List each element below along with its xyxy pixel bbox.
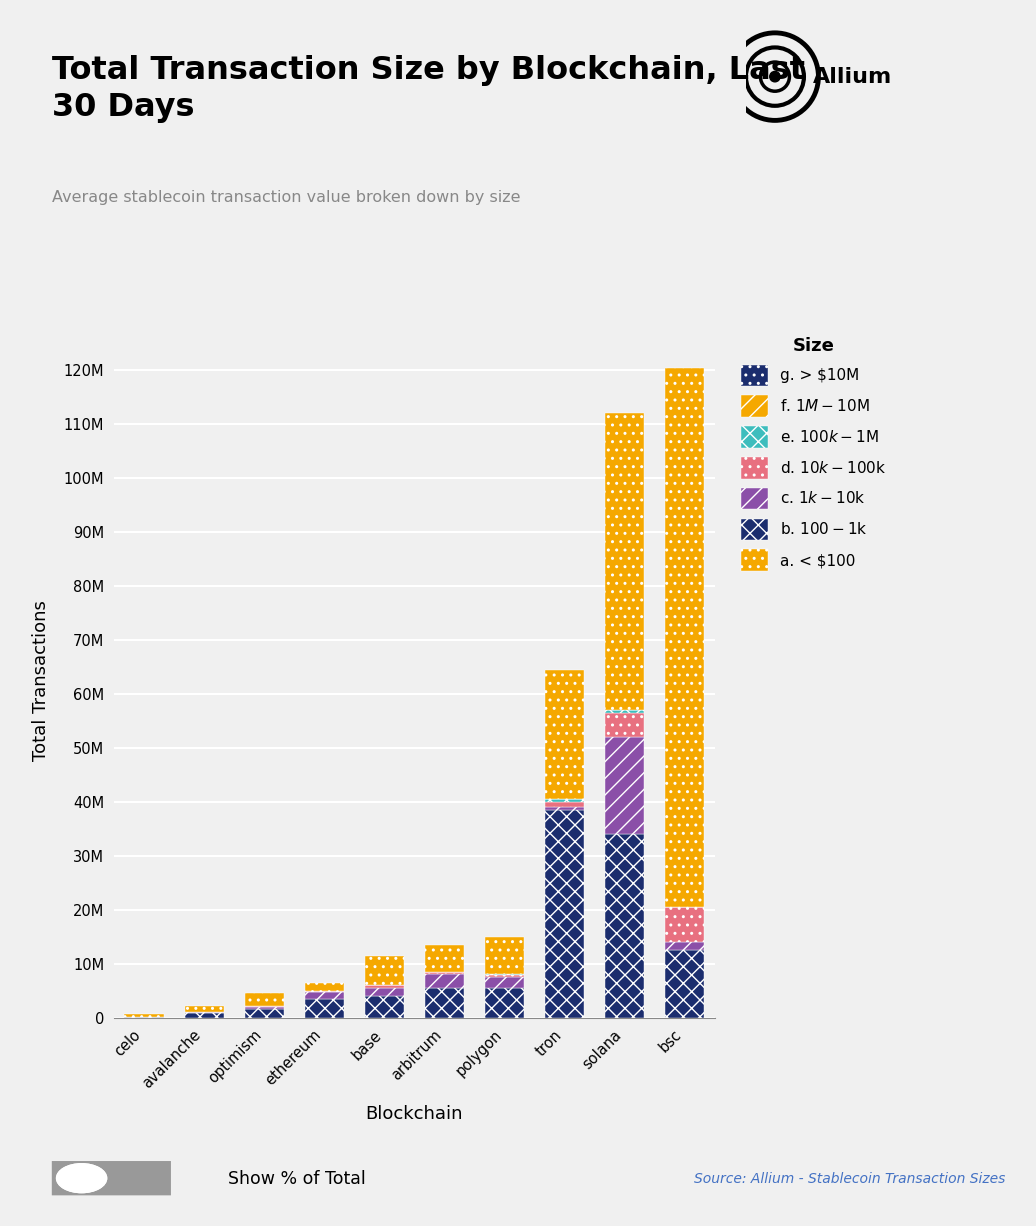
Text: Total Transaction Size by Blockchain, Last
30 Days: Total Transaction Size by Blockchain, La… <box>52 55 805 123</box>
Bar <box>425 975 464 988</box>
Bar <box>545 807 584 810</box>
Bar <box>665 368 704 907</box>
Bar <box>305 991 344 992</box>
Y-axis label: Total Transactions: Total Transactions <box>32 600 50 761</box>
Bar <box>605 712 644 737</box>
Text: Average stablecoin transaction value broken down by size: Average stablecoin transaction value bro… <box>52 190 520 205</box>
Bar <box>124 1014 164 1016</box>
Bar <box>485 975 524 977</box>
Legend: g. > $10M, f. $1M - $10M, e. $100k - $1M, d. $10k - $100k, c. $1k - $10k, b. $10: g. > $10M, f. $1M - $10M, e. $100k - $1M… <box>741 337 887 571</box>
Bar <box>244 1009 284 1018</box>
Bar <box>605 834 644 1018</box>
Bar <box>305 982 344 991</box>
Circle shape <box>57 1163 107 1193</box>
Bar <box>545 810 584 1018</box>
Text: Show % of Total: Show % of Total <box>228 1171 366 1188</box>
Bar <box>305 999 344 1018</box>
Text: Allium: Allium <box>813 66 892 87</box>
Circle shape <box>770 71 780 82</box>
Bar <box>365 986 404 988</box>
Bar <box>545 799 584 802</box>
Bar <box>665 950 704 1018</box>
Bar <box>244 993 284 1007</box>
Bar <box>485 988 524 1018</box>
Bar <box>425 945 464 972</box>
X-axis label: Blockchain: Blockchain <box>366 1105 463 1123</box>
Bar <box>605 710 644 712</box>
Text: Source: Allium - Stablecoin Transaction Sizes: Source: Allium - Stablecoin Transaction … <box>693 1172 1005 1187</box>
Bar <box>184 1007 224 1011</box>
Bar <box>605 413 644 710</box>
Bar <box>545 802 584 807</box>
Bar <box>365 996 404 1018</box>
Bar <box>485 977 524 988</box>
Bar <box>665 907 704 942</box>
Bar <box>425 988 464 1018</box>
Bar <box>545 669 584 799</box>
Bar <box>365 955 404 986</box>
Bar <box>305 992 344 999</box>
Bar <box>485 937 524 975</box>
Bar <box>184 1013 224 1018</box>
Bar <box>665 942 704 950</box>
FancyBboxPatch shape <box>52 1161 171 1195</box>
Bar <box>365 988 404 996</box>
Bar <box>244 1008 284 1009</box>
Bar <box>605 737 644 834</box>
Bar <box>425 972 464 975</box>
